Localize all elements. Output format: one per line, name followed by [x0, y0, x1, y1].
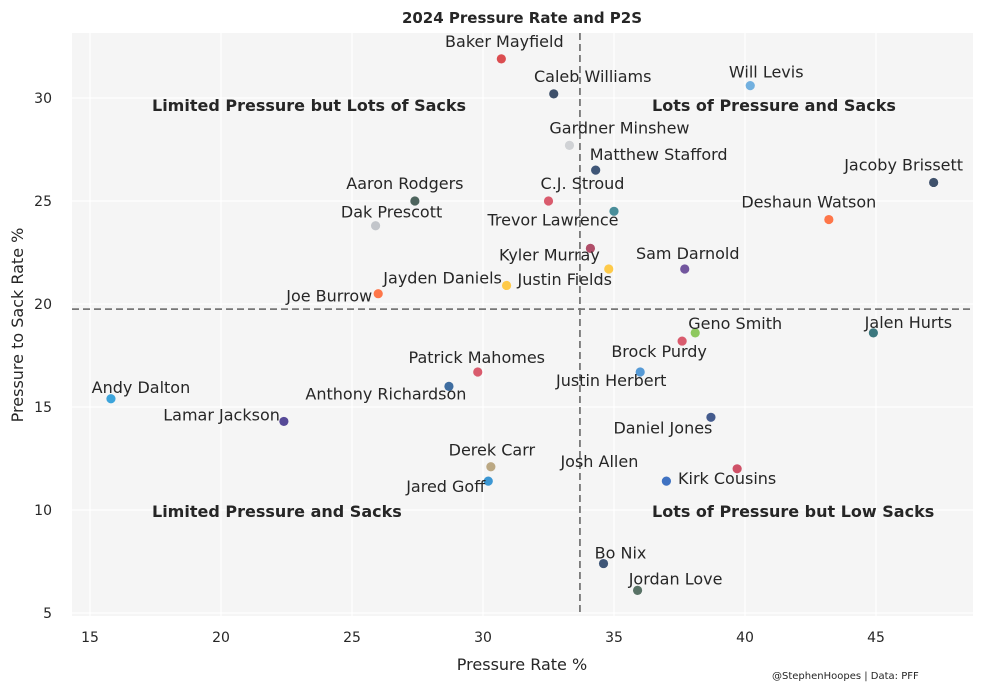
point-label: Jalen Hurts: [864, 313, 952, 332]
data-point: [549, 89, 559, 99]
point-label: Lamar Jackson: [163, 405, 280, 424]
data-point: [868, 328, 878, 338]
data-point: [824, 214, 834, 225]
data-point: [690, 328, 700, 338]
y-axis-label: Pressure to Sack Rate %: [8, 228, 27, 423]
point-label: Jacoby Brissett: [843, 155, 963, 174]
data-point: [543, 196, 554, 206]
point-label: Geno Smith: [688, 314, 782, 333]
x-tick-label: 15: [81, 630, 99, 646]
x-axis-label: Pressure Rate %: [457, 655, 587, 674]
point-label: Bo Nix: [595, 544, 647, 563]
x-tick-label: 25: [343, 630, 361, 646]
x-axis-ticks: 15 20 25 30 35 40 45: [81, 630, 885, 646]
chart-title: 2024 Pressure Rate and P2S: [402, 9, 642, 27]
y-tick-label: 20: [34, 297, 52, 313]
y-axis-ticks: 5 10 15 20 25 30: [34, 91, 52, 622]
data-point: [106, 394, 116, 404]
point-label: Sam Darnold: [636, 244, 740, 263]
point-label: Justin Fields: [517, 270, 612, 289]
point-label: Matthew Stafford: [590, 145, 728, 164]
data-point: [609, 206, 619, 216]
y-tick-label: 10: [34, 503, 52, 519]
point-label: Brock Purdy: [611, 342, 707, 361]
point-label: Caleb Williams: [534, 67, 651, 86]
data-point: [473, 367, 483, 377]
point-label: Gardner Minshew: [549, 118, 689, 137]
quadrant-label-bottom-right: Lots of Pressure but Low Sacks: [652, 502, 934, 521]
grid: [72, 33, 973, 616]
data-point: [444, 381, 454, 391]
data-point: [732, 464, 742, 474]
data-point: [279, 416, 289, 427]
data-point: [591, 165, 601, 175]
x-tick-label: 30: [474, 630, 492, 646]
point-label: Andy Dalton: [92, 378, 191, 397]
point-label: Jordan Love: [628, 569, 723, 588]
y-tick-label: 15: [34, 400, 52, 416]
data-point: [604, 264, 614, 274]
point-label: Trevor Lawrence: [486, 210, 618, 229]
data-point: [483, 476, 493, 486]
data-point: [661, 476, 672, 486]
quadrant-label-top-right: Lots of Pressure and Sacks: [652, 96, 896, 115]
y-tick-label: 25: [34, 194, 52, 210]
point-label: Daniel Jones: [613, 418, 712, 437]
data-point: [486, 462, 496, 472]
point-label: Patrick Mahomes: [409, 348, 545, 367]
data-point: [501, 280, 512, 291]
point-label: Jayden Daniels: [382, 268, 502, 287]
data-point: [745, 81, 755, 91]
point-labels: Baker Mayfield Caleb Williams Will Levis Ga…: [92, 32, 963, 588]
data-point: [585, 243, 596, 253]
data-point: [410, 196, 420, 206]
plot-background: [72, 33, 973, 616]
data-points: [106, 54, 939, 595]
data-point: [929, 177, 939, 188]
quadrant-label-top-left: Limited Pressure but Lots of Sacks: [152, 96, 466, 115]
point-label: Justin Herbert: [555, 371, 666, 390]
data-point: [680, 264, 690, 274]
x-tick-label: 35: [605, 630, 623, 646]
y-tick-label: 5: [43, 606, 52, 622]
point-label: Deshaun Watson: [741, 193, 876, 212]
credit-text: @StephenHoopes | Data: PFF: [772, 671, 919, 682]
point-label: Josh Allen: [559, 452, 638, 471]
point-label: Derek Carr: [449, 441, 536, 460]
data-point: [706, 412, 716, 422]
point-label: Anthony Richardson: [305, 384, 466, 403]
y-tick-label: 30: [34, 91, 52, 107]
point-label: Baker Mayfield: [445, 32, 564, 51]
data-point: [564, 140, 575, 150]
quadrant-label-bottom-left: Limited Pressure and Sacks: [152, 502, 402, 521]
point-label: Kyler Murray: [499, 245, 600, 264]
data-point: [598, 558, 609, 569]
data-point: [677, 336, 687, 346]
x-tick-label: 45: [867, 630, 885, 646]
data-point: [632, 585, 643, 595]
point-label: Will Levis: [729, 63, 804, 82]
data-point: [373, 289, 383, 299]
point-label: Jared Goff: [405, 477, 486, 496]
data-point: [635, 367, 645, 377]
data-point: [370, 221, 381, 231]
x-tick-label: 20: [212, 630, 230, 646]
reference-lines: [72, 33, 973, 616]
point-label: C.J. Stroud: [541, 174, 625, 193]
point-label: Dak Prescott: [341, 203, 442, 222]
data-point: [496, 54, 506, 64]
point-label: Joe Burrow: [285, 287, 372, 306]
point-label: Aaron Rodgers: [346, 174, 463, 193]
point-label: Kirk Cousins: [678, 469, 776, 488]
x-tick-label: 40: [736, 630, 754, 646]
